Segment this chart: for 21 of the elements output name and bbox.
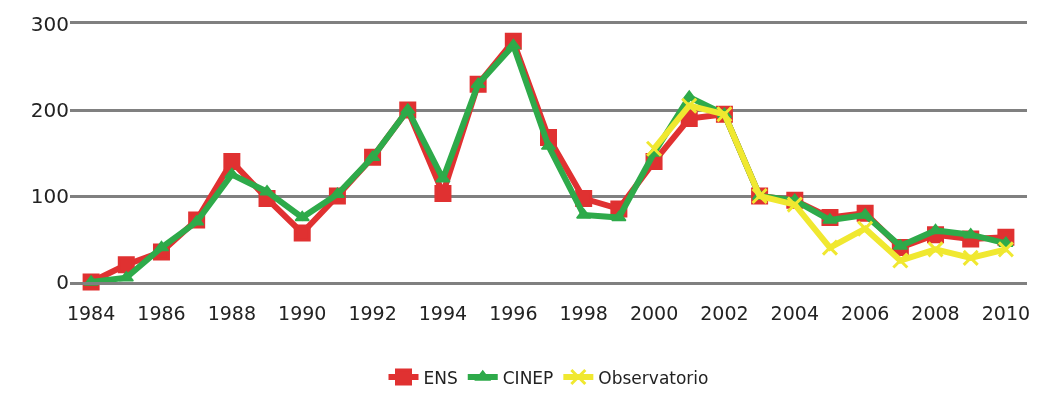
legend-label: ENS	[423, 367, 458, 388]
x-tick-label: 1986	[137, 301, 186, 324]
x-tick-label: 1994	[418, 301, 468, 324]
y-tick-label: 200	[30, 98, 69, 122]
y-tick-label: 0	[56, 270, 69, 294]
y-tick-label: 300	[30, 12, 69, 36]
x-tick-label: 2006	[840, 301, 890, 324]
x-tick-label: 1992	[348, 301, 397, 324]
y-tick-label: 100	[30, 184, 69, 208]
x-tick-label: 2002	[700, 301, 749, 324]
legend-label: Observatorio	[598, 367, 709, 388]
x-tick-label: 1990	[278, 301, 327, 324]
x-tick-label: 1996	[489, 301, 538, 324]
x-tick-label: 2010	[981, 301, 1031, 324]
x-tick-label: 1988	[207, 301, 257, 324]
x-tick-label: 1998	[559, 301, 608, 324]
legend-label: CINEP	[502, 367, 554, 388]
x-tick-label: 2000	[629, 301, 679, 324]
x-tick-label: 2008	[911, 301, 960, 324]
x-tick-label: 2004	[770, 301, 819, 324]
x-tick-label: 1984	[66, 301, 116, 324]
